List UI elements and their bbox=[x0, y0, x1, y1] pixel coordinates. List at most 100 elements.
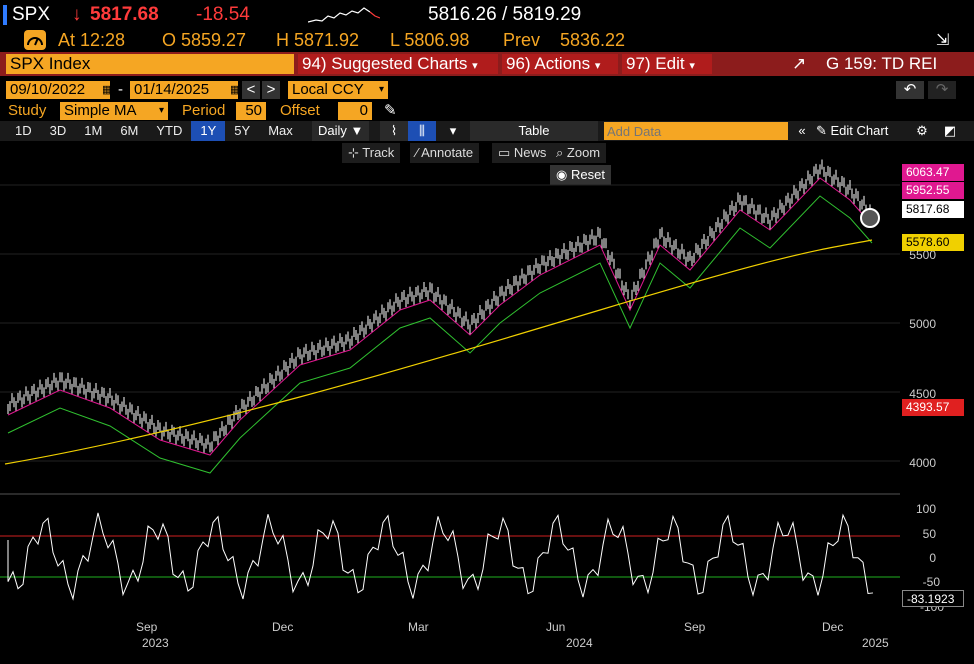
calendar-icon-end[interactable]: ▦ bbox=[230, 84, 241, 96]
gauge-icon[interactable] bbox=[24, 30, 46, 50]
annotate-button[interactable]: ∕ Annotate bbox=[410, 143, 480, 163]
quote-time: At 12:28 bbox=[58, 29, 126, 50]
last-price-tag: 5817.68 bbox=[902, 201, 964, 218]
sparkline-icon bbox=[308, 7, 380, 23]
low-price: L 5806.98 bbox=[390, 29, 470, 50]
x-axis-month: Dec bbox=[822, 620, 844, 634]
period-tab-1d[interactable]: 1D bbox=[15, 123, 32, 138]
period-input[interactable]: 50 bbox=[236, 102, 266, 120]
ma20-line bbox=[7, 177, 873, 456]
prev-label: Prev bbox=[503, 29, 541, 50]
menu-bar: SPX Index 94) Suggested Charts ▾ 96) Act… bbox=[0, 52, 974, 76]
popout-icon[interactable]: ⇲ bbox=[936, 32, 950, 49]
ma20-tag: 5952.55 bbox=[902, 182, 964, 199]
security-marker bbox=[3, 5, 7, 25]
price-axis-label: 4500 bbox=[909, 387, 936, 401]
suggested-charts-menu[interactable]: 94) Suggested Charts ▾ bbox=[298, 54, 498, 74]
prev-close: 5836.22 bbox=[560, 29, 626, 50]
chart-type-dropdown[interactable]: ▾ bbox=[449, 123, 457, 138]
study-label: Study bbox=[8, 102, 47, 119]
period-tab-ytd[interactable]: YTD bbox=[156, 123, 183, 138]
edit-label: 97) Edit bbox=[626, 54, 685, 73]
frequency-select[interactable]: Daily ▼ bbox=[312, 121, 370, 141]
price-axis-label: 5000 bbox=[909, 317, 936, 331]
period-tab-5y[interactable]: 5Y bbox=[234, 123, 251, 138]
osc-axis-label: -50 bbox=[922, 575, 940, 589]
edit-menu[interactable]: 97) Edit ▾ bbox=[622, 54, 712, 74]
osc-axis-label: 0 bbox=[929, 551, 936, 565]
x-axis-month: Jun bbox=[546, 620, 566, 634]
actions-menu[interactable]: 96) Actions ▾ bbox=[502, 54, 618, 74]
export-icon[interactable]: ↗ bbox=[792, 54, 807, 73]
lower-band-tag: 4393.57 bbox=[902, 399, 964, 416]
open-price: O 5859.27 bbox=[162, 29, 247, 50]
add-data-input[interactable] bbox=[604, 122, 788, 140]
zoom-button[interactable]: ⌕ Zoom bbox=[550, 143, 607, 163]
date-dash: - bbox=[118, 81, 123, 98]
calendar-icon[interactable]: ▦ bbox=[102, 84, 113, 96]
annotate-label: Annotate bbox=[421, 145, 474, 160]
oscillator-line bbox=[7, 512, 874, 601]
edit-chart-label: Edit Chart bbox=[830, 123, 889, 138]
osc-axis-label: 100 bbox=[915, 502, 936, 516]
study-type-value: Simple MA bbox=[64, 102, 137, 119]
down-arrow-icon: ↓ bbox=[72, 4, 82, 25]
settings-icon[interactable]: ⚙ bbox=[916, 123, 928, 138]
pencil-icon[interactable]: ✎ bbox=[384, 102, 397, 119]
x-axis-year: 2023 bbox=[142, 636, 169, 650]
start-date-input[interactable]: 09/10/2022 bbox=[6, 81, 110, 99]
suggested-charts-label: 94) Suggested Charts bbox=[302, 54, 468, 73]
current-price-marker bbox=[860, 208, 880, 228]
track-button[interactable]: ⊹ Track bbox=[342, 143, 401, 163]
collapse-icon[interactable]: « bbox=[798, 123, 806, 138]
track-label: Track bbox=[362, 145, 395, 160]
price-chart[interactable] bbox=[0, 140, 974, 664]
period-tab-1m[interactable]: 1M bbox=[84, 123, 103, 138]
currency-select[interactable]: Local CCY ▾ bbox=[288, 81, 388, 99]
x-axis-month: Dec bbox=[272, 620, 294, 634]
price-axis-label: 5500 bbox=[909, 248, 936, 262]
ticker: SPX bbox=[12, 4, 51, 25]
ma200-tag: 5578.60 bbox=[902, 234, 964, 251]
prev-period-button[interactable]: < bbox=[242, 81, 260, 99]
next-period-button[interactable]: > bbox=[262, 81, 280, 99]
edit-chart-button[interactable]: ✎ Edit Chart bbox=[816, 123, 889, 138]
reset-button[interactable]: ◉ Reset bbox=[550, 165, 611, 185]
study-type-select[interactable]: Simple MA ▾ bbox=[60, 102, 168, 120]
oscillator-tag: -83.1923 bbox=[902, 590, 964, 607]
x-axis-year: 2025 bbox=[862, 636, 889, 650]
end-date-input[interactable]: 01/14/2025 bbox=[130, 81, 238, 99]
theme-icon[interactable]: ◩ bbox=[943, 123, 957, 138]
offset-input[interactable]: 0 bbox=[338, 102, 372, 120]
zoom-label: Zoom bbox=[566, 145, 601, 160]
table-button[interactable]: Table bbox=[470, 121, 598, 141]
quote-line: SPX ↓ 5817.68 -18.54 5816.26 / 5819.29 bbox=[0, 2, 974, 28]
upper-band-tag: 6063.47 bbox=[902, 164, 964, 181]
period-tabs: 1D 3D 1M 6M YTD 1Y 5Y Max bbox=[6, 121, 302, 141]
undo-icon[interactable]: ↶ bbox=[896, 81, 924, 99]
last-price: 5817.68 bbox=[90, 4, 159, 25]
frequency-value: Daily bbox=[318, 123, 347, 138]
price-axis-label: 4000 bbox=[909, 456, 936, 470]
offset-label: Offset bbox=[280, 102, 320, 119]
x-axis-month: Sep bbox=[684, 620, 706, 634]
redo-icon[interactable]: ↷ bbox=[928, 81, 956, 99]
period-tab-3d[interactable]: 3D bbox=[49, 123, 67, 138]
launchpad-group[interactable]: G 159: TD REI bbox=[826, 54, 938, 73]
net-change: -18.54 bbox=[196, 4, 250, 25]
osc-axis-label: 50 bbox=[922, 527, 936, 541]
period-tab-6m[interactable]: 6M bbox=[120, 123, 139, 138]
period-tab-1y[interactable]: 1Y bbox=[191, 121, 226, 141]
x-axis-month: Sep bbox=[136, 620, 158, 634]
x-axis-year: 2024 bbox=[566, 636, 593, 650]
security-field[interactable]: SPX Index bbox=[6, 54, 294, 74]
ohlc-line: At 12:28 O 5859.27 H 5871.92 L 5806.98 P… bbox=[0, 28, 974, 52]
bar-chart-icon[interactable]: ⫼ bbox=[408, 121, 436, 141]
period-tab-max[interactable]: Max bbox=[268, 123, 293, 138]
ma200-line bbox=[4, 239, 873, 465]
news-button[interactable]: ▭ News bbox=[492, 143, 553, 163]
study-row: Study Simple MA ▾ Period 50 Offset 0 ✎ bbox=[0, 101, 974, 121]
line-chart-icon[interactable]: ⌇ bbox=[380, 121, 408, 141]
news-label: News bbox=[513, 145, 547, 160]
actions-label: 96) Actions bbox=[506, 54, 591, 73]
